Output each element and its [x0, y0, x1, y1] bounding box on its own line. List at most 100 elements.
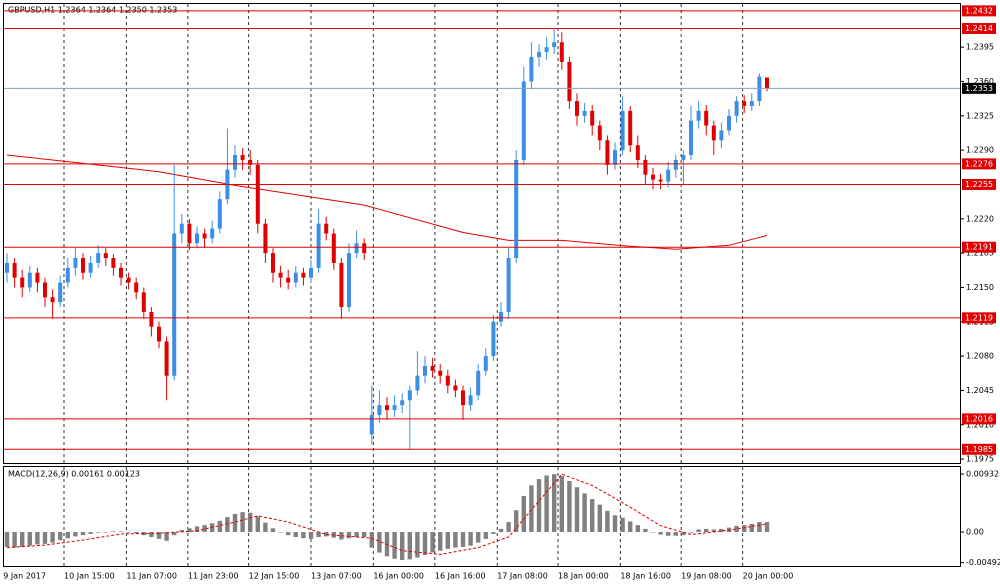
candle-body	[438, 370, 443, 376]
y-tick-label: 1.2325	[966, 111, 994, 120]
y-tick-label: 1.2080	[966, 352, 994, 361]
x-tick-label: 17 Jan 08:00	[497, 572, 548, 581]
candle-body	[559, 42, 564, 62]
candle-body	[461, 390, 465, 406]
candle-body	[727, 115, 731, 131]
candle-body	[575, 101, 579, 116]
candle-body	[666, 169, 671, 182]
candle-body	[210, 228, 215, 239]
level-line-box	[962, 443, 996, 455]
macd-bar	[468, 532, 473, 546]
macd-bar	[301, 532, 306, 539]
main-frame	[3, 3, 961, 464]
macd-bar	[719, 528, 724, 533]
macd-bar	[134, 532, 139, 534]
x-tick-label: 13 Jan 07:00	[311, 572, 362, 581]
macd-bar	[126, 532, 131, 533]
macd-bar	[559, 476, 564, 533]
candle-body	[377, 405, 382, 415]
candle-body	[711, 125, 716, 141]
macd-bar	[498, 528, 504, 533]
candle-body	[529, 56, 534, 82]
macd-bar	[362, 532, 367, 538]
x-tick-label: 10 Jan 15:00	[64, 572, 115, 581]
candle-body	[582, 110, 587, 116]
macd-bar	[422, 532, 428, 556]
y-tick-label: 1.2395	[966, 43, 994, 52]
macd-bar	[438, 532, 443, 551]
macd-bar	[293, 532, 298, 538]
macd-bar	[377, 532, 382, 553]
candle-body	[673, 159, 678, 170]
candle-body	[195, 233, 199, 244]
y-tick-label: 1.2010	[966, 420, 994, 429]
candle-body	[331, 233, 336, 263]
candle-body	[73, 258, 78, 268]
candle-body	[309, 267, 313, 278]
level-line-label: 1.2016	[965, 414, 993, 423]
macd-bar	[529, 485, 534, 533]
macd-bar	[369, 532, 374, 548]
candle-body	[362, 243, 367, 254]
macd-bar	[354, 532, 359, 538]
candle-body	[643, 159, 648, 175]
candle-body	[149, 311, 154, 327]
candle-body	[392, 405, 397, 411]
macd-bar	[65, 532, 70, 539]
candle-body	[689, 120, 693, 156]
macd-bar	[164, 532, 169, 541]
candle-body	[635, 145, 640, 160]
candle-body	[35, 272, 40, 283]
macd-bar	[407, 532, 412, 560]
candle-body	[164, 341, 169, 376]
candle-body	[347, 253, 351, 308]
candle-body	[453, 385, 458, 391]
macd-bar	[255, 516, 260, 533]
macd-bar	[50, 532, 55, 543]
x-tick-label: 18 Jan 16:00	[620, 572, 671, 581]
candle-body	[521, 81, 526, 160]
macd-bar	[240, 512, 245, 533]
x-tick-label: 9 Jan 2017	[3, 572, 46, 581]
candle-body	[111, 258, 116, 268]
level-line-label: 1.1985	[965, 445, 993, 454]
macd-bar	[20, 532, 25, 547]
candle-body	[301, 272, 306, 278]
macd-bar	[187, 528, 192, 533]
candle-body	[202, 233, 207, 239]
macd-bar	[118, 531, 124, 533]
macd-bar	[453, 532, 458, 548]
candle-body	[43, 282, 47, 298]
candle-body	[65, 267, 70, 283]
macd-bar	[149, 532, 154, 538]
macd-bar	[58, 532, 63, 541]
macd-bar	[270, 528, 276, 533]
macd-signal	[6, 473, 768, 555]
chart-title: GBPUSD,H1 1.2364 1.2364 1.2350 1.2353	[8, 6, 177, 15]
macd-bar	[704, 528, 709, 533]
candle-body	[658, 179, 663, 182]
macd-bar	[73, 532, 78, 537]
candle-body	[613, 150, 617, 165]
candle-body	[681, 155, 686, 160]
candle-body	[704, 110, 709, 126]
macd-bar	[673, 532, 678, 536]
macd-bar	[308, 532, 314, 539]
candle-body	[179, 223, 184, 234]
price-line-label: 1.2353	[965, 84, 993, 93]
level-line-label: 1.2276	[965, 159, 993, 168]
candle-body	[468, 395, 473, 406]
candle-body	[514, 159, 519, 259]
macd-bar	[605, 510, 610, 533]
candle-body	[119, 267, 123, 278]
candle-body	[483, 356, 488, 371]
price-line-box	[962, 82, 996, 94]
candle-body	[369, 414, 374, 435]
candle-body	[734, 101, 739, 116]
macd-bar	[430, 532, 435, 553]
candle-body	[430, 365, 435, 371]
level-line-box	[962, 23, 996, 35]
macd-bar	[506, 522, 511, 533]
macd-frame	[3, 466, 961, 567]
candle-body	[445, 375, 450, 386]
